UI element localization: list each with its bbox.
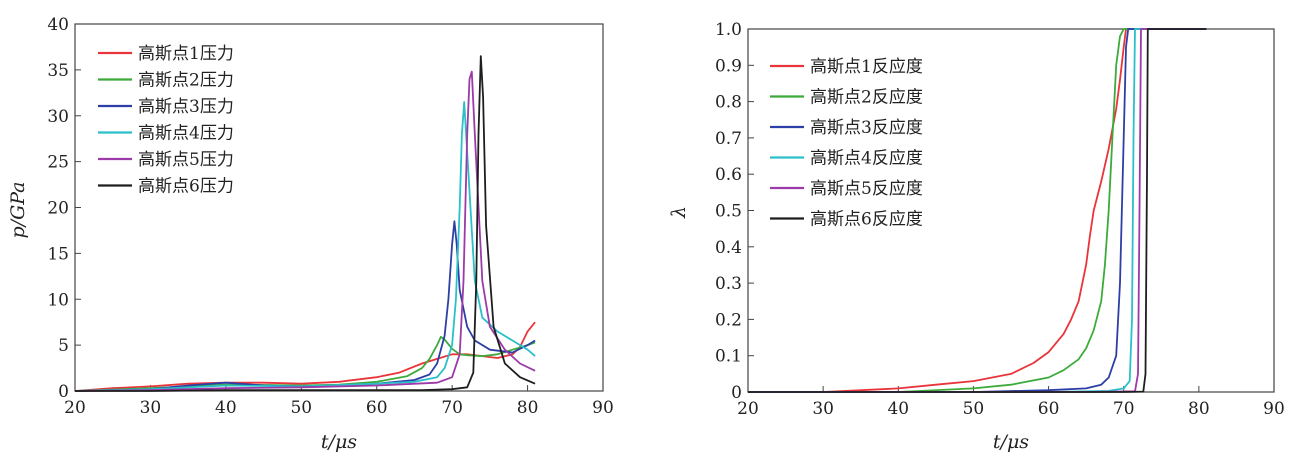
series-line-6 xyxy=(748,28,1207,393)
y-tick-label: 0 xyxy=(58,382,69,402)
x-tick-label: 50 xyxy=(290,398,312,418)
series-line-3 xyxy=(74,220,536,392)
y-tick-label: 0.5 xyxy=(715,202,742,222)
y-tick-label: 20 xyxy=(47,199,69,219)
y-tick-label: 0.3 xyxy=(715,274,742,294)
y-tick-label: 25 xyxy=(47,153,69,173)
x-tick-label: 90 xyxy=(1263,399,1285,419)
x-tick-label: 60 xyxy=(366,398,388,418)
y-tick-label: 35 xyxy=(47,61,69,81)
y-tick-label: 0.7 xyxy=(715,129,742,149)
series-line-1 xyxy=(74,321,536,392)
series-line-5 xyxy=(74,70,536,392)
x-tick-label: 50 xyxy=(963,399,985,419)
reaction-degree-chart: 20 30 40 50 60 70 80 90 0 0.1 0.2 0.3 0.4 0.5 0.6 0.7 0.… xyxy=(668,20,1285,453)
x-tick-label: 70 xyxy=(1113,399,1135,419)
y-tick-label: 1.0 xyxy=(715,20,742,40)
y-tick-label: 0.1 xyxy=(715,347,742,367)
x-tick-label: 90 xyxy=(592,398,614,418)
x-tick-label: 30 xyxy=(812,399,834,419)
series-line-3 xyxy=(748,28,1207,393)
y-tick-label: 0.4 xyxy=(715,238,742,258)
y-tick-label: 15 xyxy=(47,244,69,264)
y-tick-label: 0.2 xyxy=(715,310,742,330)
x-tick-label: 60 xyxy=(1038,399,1060,419)
legend-label-1: 高斯点1反应度 xyxy=(810,57,923,77)
legend-label-6: 高斯点6反应度 xyxy=(810,210,923,230)
y-axis-label: λ xyxy=(668,206,690,219)
series-line-1 xyxy=(748,28,1207,393)
legend-label-2: 高斯点2压力 xyxy=(138,71,234,91)
y-tick-label: 0 xyxy=(731,383,742,403)
x-tick-label: 40 xyxy=(215,398,237,418)
y-tick-label: 0.6 xyxy=(715,165,742,185)
legend-label-3: 高斯点3压力 xyxy=(138,97,234,117)
x-tick-label: 20 xyxy=(737,399,759,419)
legend-label-3: 高斯点3反应度 xyxy=(810,118,923,138)
legend-label-4: 高斯点4压力 xyxy=(138,124,234,144)
x-axis-label: t/μs xyxy=(321,431,357,453)
legend-label-6: 高斯点6压力 xyxy=(138,177,234,197)
y-tick-label: 10 xyxy=(47,290,69,310)
x-tick-label: 80 xyxy=(1188,399,1210,419)
y-tick-label: 5 xyxy=(58,336,69,356)
y-tick-label: 0.9 xyxy=(715,56,742,76)
x-tick-label: 40 xyxy=(887,399,909,419)
legend-label-5: 高斯点5压力 xyxy=(138,150,234,170)
x-tick-label: 20 xyxy=(64,398,86,418)
y-tick-label: 0.8 xyxy=(715,93,742,113)
y-tick-label: 30 xyxy=(47,107,69,127)
legend-label-2: 高斯点2反应度 xyxy=(810,88,923,108)
x-tick-label: 70 xyxy=(441,398,463,418)
series-line-6 xyxy=(75,55,536,392)
y-axis-label: p/GPa xyxy=(7,182,29,239)
x-axis-label: t/μs xyxy=(993,431,1029,453)
y-tick-label: 40 xyxy=(47,15,69,35)
legend-label-1: 高斯点1压力 xyxy=(138,44,234,64)
legend-label-5: 高斯点5反应度 xyxy=(810,179,923,199)
series-line-2 xyxy=(748,28,1207,393)
x-tick-label: 30 xyxy=(140,398,162,418)
x-tick-label: 80 xyxy=(517,398,539,418)
pressure-chart: 20 30 40 50 60 70 80 90 0 5 10 15 20 25 30 35 40 高斯点1压力高… xyxy=(7,15,614,453)
legend-label-4: 高斯点4反应度 xyxy=(810,149,923,169)
